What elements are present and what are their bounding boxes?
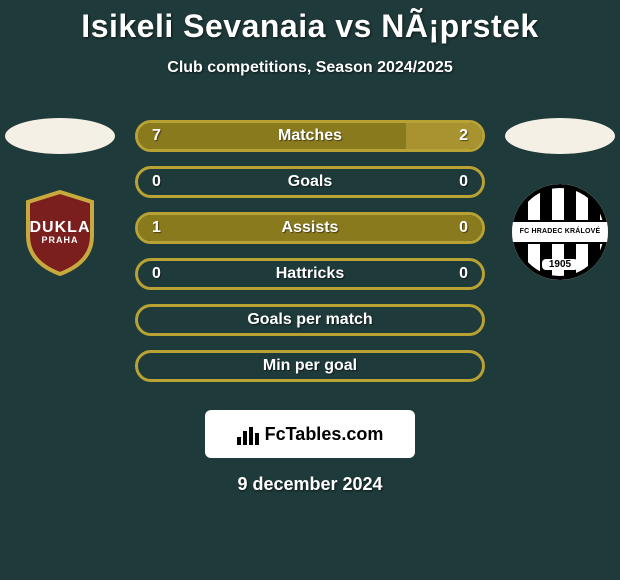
stat-label: Goals bbox=[288, 173, 332, 191]
right-player-oval bbox=[505, 118, 615, 154]
stat-value-left: 0 bbox=[152, 265, 161, 283]
stat-label: Assists bbox=[282, 219, 339, 237]
stat-value-left: 0 bbox=[152, 173, 161, 191]
stat-label: Matches bbox=[278, 127, 342, 145]
left-side: DUKLA PRAHA bbox=[0, 100, 120, 280]
stat-value-right: 0 bbox=[459, 219, 468, 237]
stat-bar-fill-left bbox=[138, 123, 406, 149]
right-club-logo: FC HRADEC KRÁLOVÉ 1905 bbox=[512, 184, 608, 280]
stat-bar-fill-right bbox=[406, 123, 482, 149]
fctables-icon bbox=[237, 423, 259, 445]
stat-value-left: 7 bbox=[152, 127, 161, 145]
stat-bar: Min per goal bbox=[135, 350, 485, 382]
stat-label: Hattricks bbox=[276, 265, 344, 283]
date-text: 9 december 2024 bbox=[0, 474, 620, 495]
stat-bars: Matches72Goals00Assists10Hattricks00Goal… bbox=[135, 120, 485, 382]
dukla-shield-icon: DUKLA PRAHA bbox=[20, 188, 100, 276]
stat-bar: Assists 1 0 bbox=[135, 212, 485, 244]
left-player-oval bbox=[5, 118, 115, 154]
brand-pill: FcTables.com bbox=[205, 410, 415, 458]
stat-value-right: 0 bbox=[459, 265, 468, 283]
stat-label: Goals per match bbox=[247, 311, 372, 329]
left-club-logo: DUKLA PRAHA bbox=[12, 184, 108, 280]
comparison-infographic: Isikeli Sevanaia vs NÃ¡prstek Club compe… bbox=[0, 0, 620, 580]
stat-value-right: 2 bbox=[459, 127, 468, 145]
stat-bar: Hattricks 0 0 bbox=[135, 258, 485, 290]
stat-bar: Goals 0 0 bbox=[135, 166, 485, 198]
stat-bar: Goals per match bbox=[135, 304, 485, 336]
brand-text: FcTables.com bbox=[265, 424, 384, 445]
hk-year-text: 1905 bbox=[542, 259, 578, 270]
page-title: Isikeli Sevanaia vs NÃ¡prstek bbox=[0, 0, 620, 45]
hk-band-text: FC HRADEC KRÁLOVÉ bbox=[512, 220, 608, 243]
stat-label: Min per goal bbox=[263, 357, 357, 375]
stat-value-right: 0 bbox=[459, 173, 468, 191]
footer-area: FcTables.com 9 december 2024 bbox=[0, 396, 620, 495]
stat-bar: Matches 7 2 bbox=[135, 120, 485, 152]
right-side: FC HRADEC KRÁLOVÉ 1905 bbox=[500, 100, 620, 280]
page-subtitle: Club competitions, Season 2024/2025 bbox=[0, 59, 620, 77]
stat-value-left: 1 bbox=[152, 219, 161, 237]
